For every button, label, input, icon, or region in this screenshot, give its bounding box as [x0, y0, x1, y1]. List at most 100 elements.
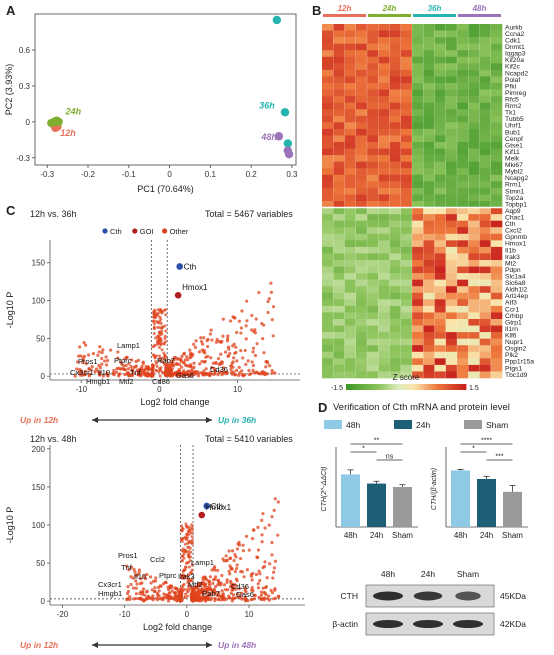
volcano-point — [185, 526, 189, 530]
volcano-point — [146, 596, 150, 601]
heatmap-cell — [344, 43, 357, 51]
volcano-point — [249, 574, 254, 578]
heatmap-cell — [367, 43, 379, 51]
heatmap-cell — [423, 227, 435, 235]
heatmap-cell — [344, 161, 357, 169]
heatmap-cell — [389, 201, 402, 208]
heatmap-cell — [389, 233, 402, 241]
volcano-point — [157, 345, 161, 349]
heatmap-cell — [344, 233, 357, 241]
heatmap-cell — [367, 122, 379, 130]
heatmap-cell — [322, 220, 334, 228]
heatmap-cell — [423, 83, 435, 90]
heatmap-cell — [400, 43, 413, 51]
heatmap-cell — [445, 351, 458, 359]
panel-letter-d: D — [318, 400, 328, 415]
volcano-point — [142, 368, 146, 372]
heatmap-cell — [423, 286, 435, 294]
heatmap-cell — [490, 233, 503, 241]
colorbar-swatch — [448, 384, 452, 390]
volcano-point — [125, 564, 129, 568]
volcano-point — [83, 369, 88, 373]
heatmap-cell — [378, 266, 390, 274]
heatmap-cell — [457, 122, 469, 130]
volcano-point — [206, 588, 210, 592]
heatmap-cell — [468, 109, 480, 117]
volcano-point — [162, 308, 166, 312]
volcano-point — [108, 348, 113, 352]
volcano-point — [152, 332, 156, 336]
volcano-point — [205, 344, 210, 349]
heatmap-cell — [457, 43, 469, 51]
heatmap-cell — [322, 135, 334, 143]
heatmap-cell — [355, 260, 368, 267]
volcano-point — [268, 364, 272, 368]
volcano-x-tick-label: 10 — [233, 385, 242, 394]
volcano-gene-label: Rab7 — [157, 356, 175, 365]
heatmap-cell — [412, 246, 424, 254]
heatmap-cell — [423, 253, 435, 261]
heatmap-cell — [344, 299, 357, 307]
heatmap-cell — [457, 50, 469, 58]
heatmap-cell — [434, 201, 447, 208]
heatmap-cell — [389, 181, 402, 189]
heatmap-cell — [434, 76, 447, 84]
volcano-highlight-label-Cth: Cth — [211, 502, 223, 511]
colorbar-tick-min: -1.5 — [331, 385, 343, 392]
volcano-point — [170, 359, 174, 363]
heatmap-cell — [333, 155, 345, 162]
heatmap-cell — [490, 50, 503, 58]
heatmap-cell — [344, 266, 357, 274]
heatmap-cell — [322, 319, 334, 326]
heatmap-cell — [400, 50, 413, 58]
heatmap-cell — [333, 319, 345, 326]
volcano-point — [172, 355, 176, 360]
heatmap-cell — [445, 364, 458, 372]
heatmap-cell — [389, 142, 402, 149]
heatmap-cell — [412, 96, 424, 103]
volcano-point — [213, 369, 217, 373]
heatmap-gene-label: Dnmt1 — [505, 44, 525, 51]
heatmap-gene-label: Melk — [505, 155, 520, 162]
heatmap-cell — [389, 148, 402, 156]
heatmap-cell — [344, 56, 357, 64]
heatmap-cell — [378, 135, 390, 143]
heatmap-gene-label: Polaf — [505, 77, 520, 84]
heatmap-cell — [457, 220, 469, 228]
heatmap-cell — [468, 266, 480, 274]
volcano-point — [263, 596, 267, 600]
volcano-point — [168, 591, 172, 595]
heatmap-cell — [378, 83, 390, 90]
heatmap-cell — [333, 142, 345, 149]
heatmap-gene-label: Tbc1d9 — [505, 372, 528, 379]
heatmap-cell — [468, 345, 480, 353]
volcano-point — [154, 362, 158, 366]
heatmap-cell — [468, 358, 480, 366]
volcano-y-tick-label: 0 — [41, 372, 46, 381]
volcano-point — [188, 364, 193, 368]
heatmap-cell — [490, 56, 503, 64]
heatmap-cell — [355, 220, 368, 228]
pca-point-48h — [284, 150, 294, 159]
heatmap-cell — [479, 312, 492, 320]
heatmap-cell — [445, 260, 458, 267]
colorbar-swatch — [430, 384, 434, 390]
volcano-up-right: Up in 48h — [218, 640, 256, 650]
volcano-point — [214, 575, 218, 579]
heatmap-cell — [423, 201, 435, 208]
volcano-x-tick-label: -10 — [75, 385, 87, 394]
heatmap-cell — [445, 155, 458, 162]
volcano-point — [104, 363, 109, 367]
heatmap-cell — [423, 96, 435, 103]
heatmap-cell — [490, 246, 503, 254]
heatmap-cell — [389, 115, 402, 123]
heatmap-cell — [400, 161, 413, 169]
colorbar-swatch — [451, 384, 455, 390]
volcano-point — [193, 345, 198, 349]
heatmap-cell — [344, 201, 357, 208]
heatmap-cell — [423, 155, 435, 162]
heatmap-gene-label: Irak3 — [505, 254, 520, 261]
heatmap-cell — [355, 332, 368, 339]
volcano-point — [225, 578, 229, 582]
heatmap-cell — [344, 155, 357, 162]
